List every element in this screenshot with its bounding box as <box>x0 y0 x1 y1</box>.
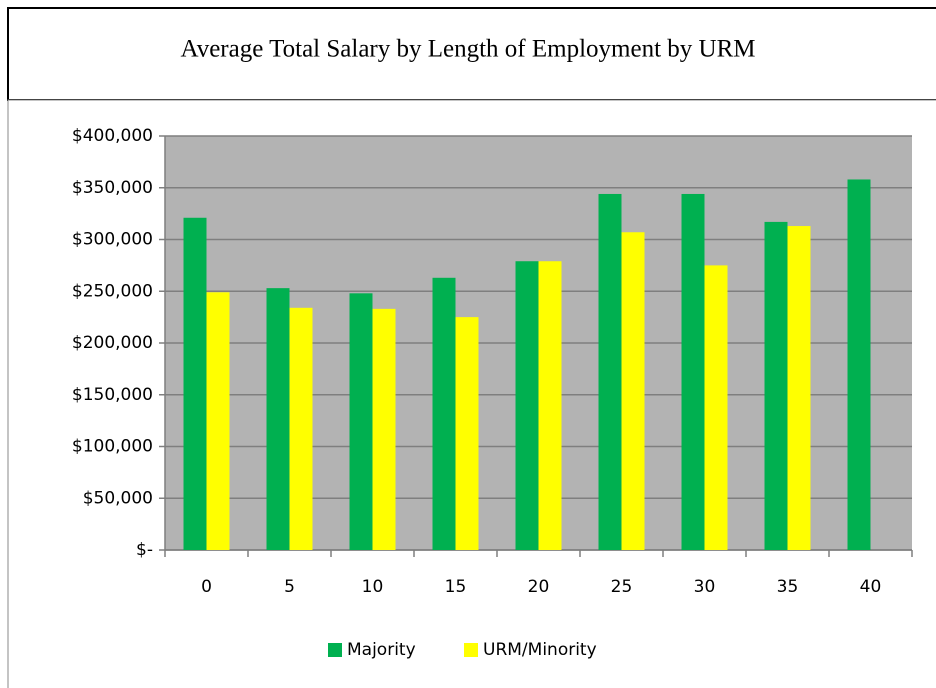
y-tick-label: $150,000 <box>72 385 153 405</box>
bar <box>704 265 728 550</box>
bar <box>515 261 539 550</box>
bar <box>183 217 207 550</box>
bar <box>206 292 230 550</box>
bar <box>289 307 313 550</box>
x-tick-label: 40 <box>860 577 882 597</box>
y-tick-label: $100,000 <box>72 437 153 457</box>
bar <box>538 261 562 550</box>
x-tick-label: 20 <box>528 577 550 597</box>
y-tick-label: $350,000 <box>72 178 153 198</box>
x-tick-label: 30 <box>694 577 716 597</box>
y-tick-label: $300,000 <box>72 230 153 250</box>
x-tick-label: 10 <box>362 577 384 597</box>
bar <box>266 288 290 550</box>
legend-label: Majority <box>347 640 416 660</box>
x-tick-label: 5 <box>284 577 295 597</box>
bar <box>847 179 871 550</box>
x-tick-label: 15 <box>445 577 467 597</box>
x-tick-label: 0 <box>201 577 212 597</box>
legend-swatch <box>464 643 478 657</box>
title-box <box>7 7 936 101</box>
x-tick-label: 35 <box>777 577 799 597</box>
chart-title: Average Total Salary by Length of Employ… <box>181 36 756 63</box>
y-tick-label: $50,000 <box>83 488 153 508</box>
legend-swatch <box>328 643 342 657</box>
bar <box>787 226 811 551</box>
bar <box>432 277 456 550</box>
bar <box>681 193 705 550</box>
bar <box>455 317 479 550</box>
bar <box>349 293 373 550</box>
y-tick-label: $250,000 <box>72 281 153 301</box>
y-tick-label: $- <box>136 540 153 560</box>
bar <box>372 308 396 550</box>
y-tick-label: $200,000 <box>72 333 153 353</box>
bar <box>764 221 788 550</box>
bar <box>621 232 645 550</box>
bar <box>598 193 622 550</box>
legend-label: URM/Minority <box>483 640 597 660</box>
x-tick-label: 25 <box>611 577 633 597</box>
y-tick-label: $400,000 <box>72 126 153 146</box>
